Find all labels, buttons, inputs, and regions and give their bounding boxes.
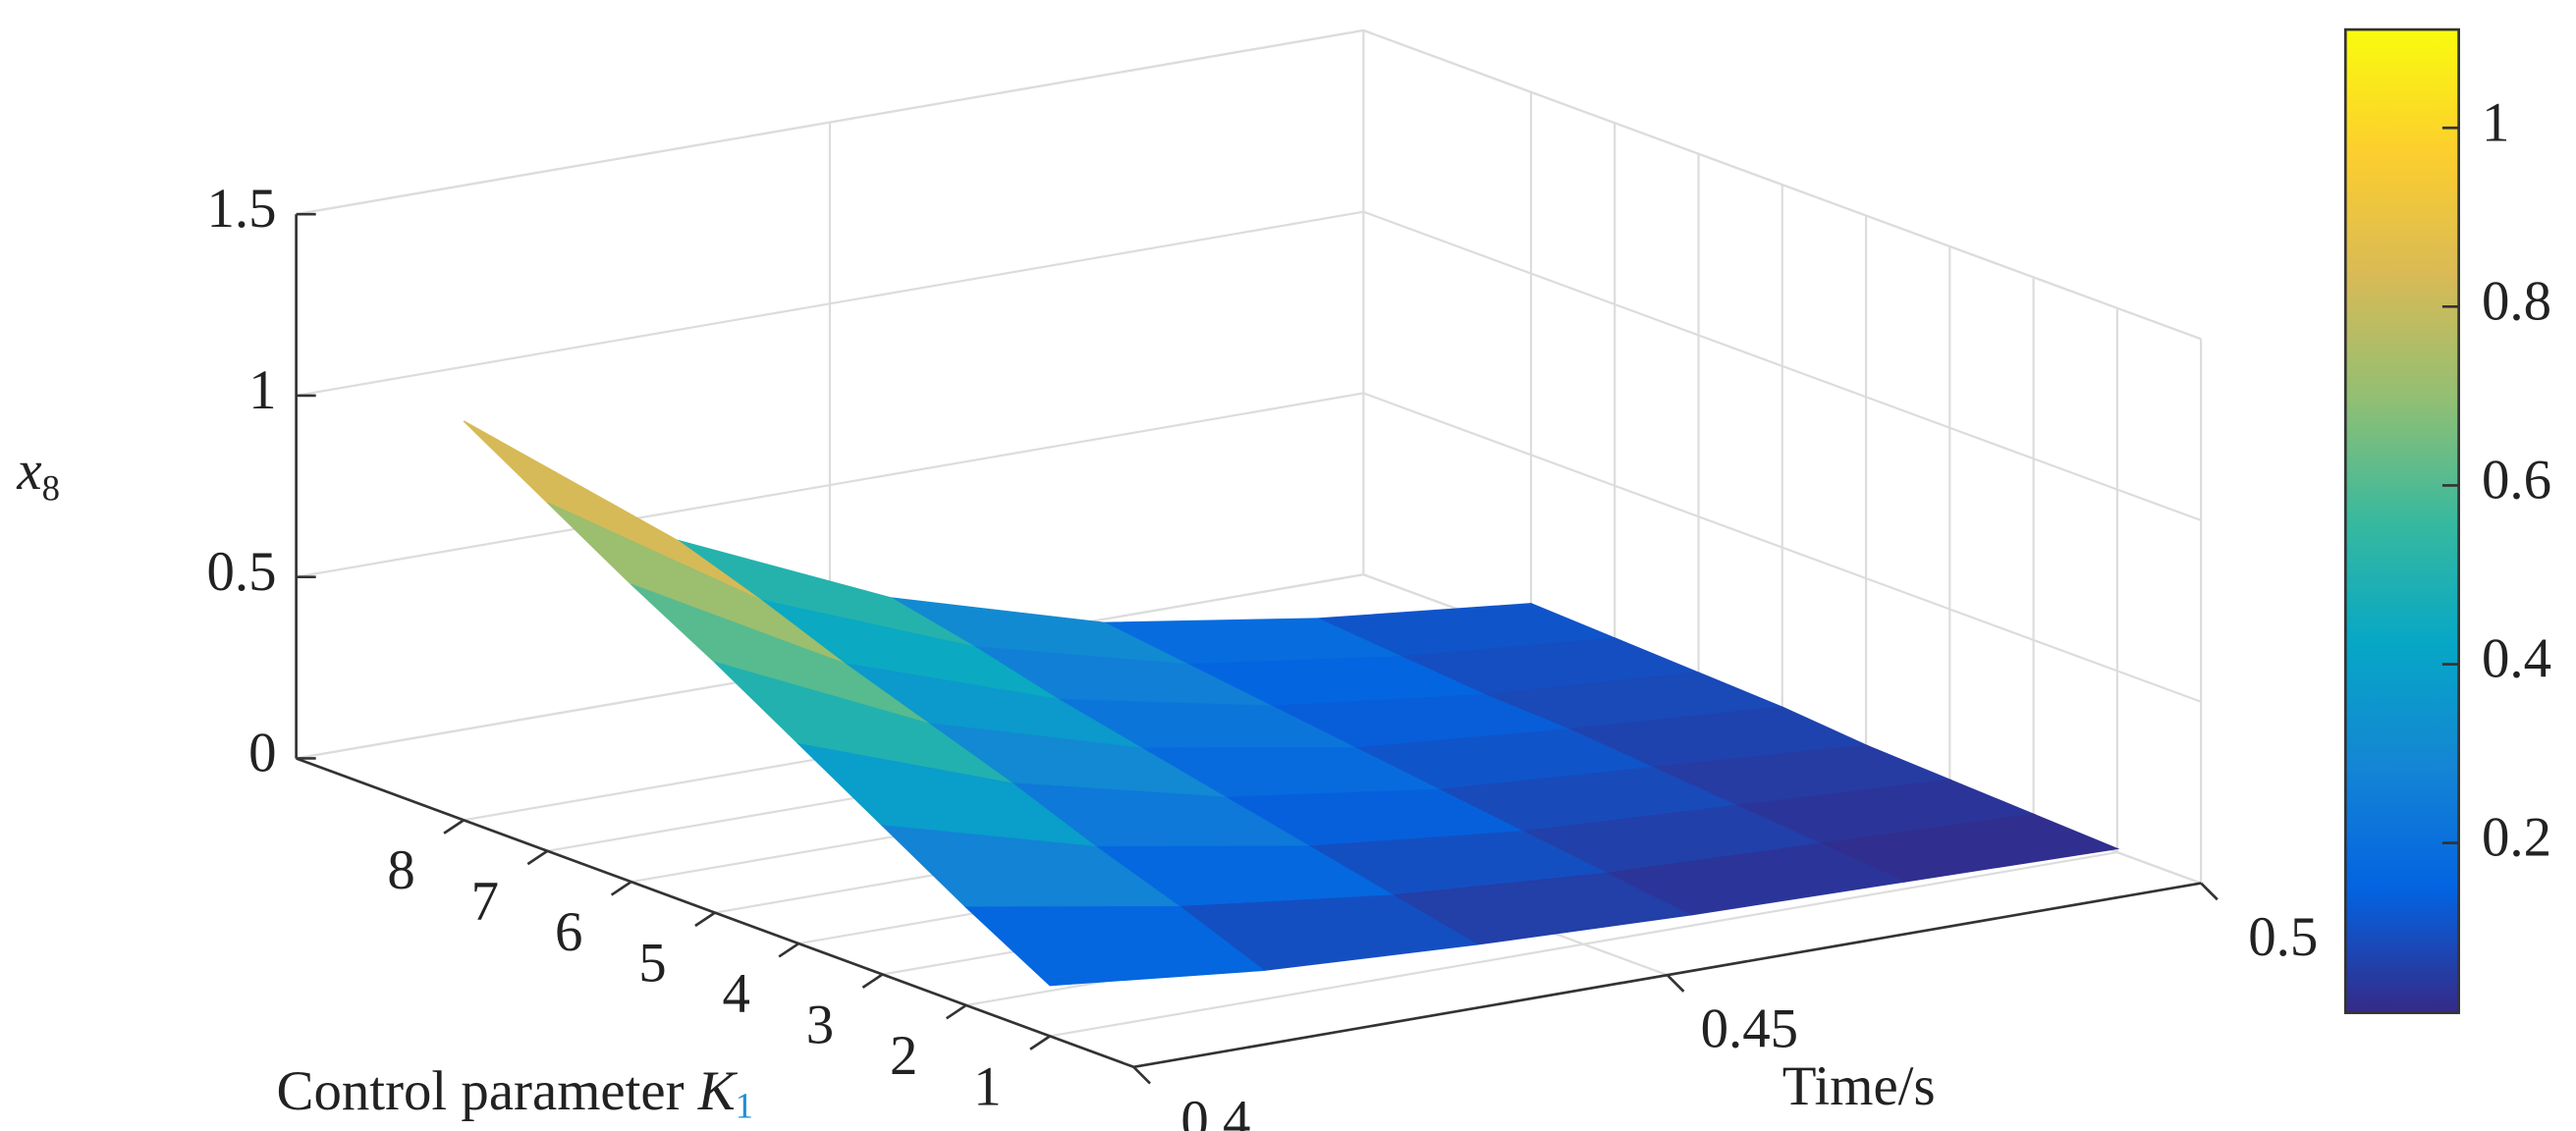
y-tick bbox=[2200, 882, 2219, 901]
colorbar-tick-label: 0.6 bbox=[2482, 449, 2551, 511]
colorbar-tick-label: 0.4 bbox=[2482, 628, 2551, 690]
x-tick-label: 5 bbox=[638, 933, 666, 995]
z-axis-label: x8 bbox=[16, 440, 60, 509]
colorbar-tick-label: 1 bbox=[2482, 91, 2509, 153]
x-tick-label: 7 bbox=[471, 871, 499, 933]
x-tick bbox=[945, 1003, 967, 1020]
x-tick bbox=[526, 849, 549, 866]
z-axis-label-var: x bbox=[16, 440, 41, 502]
x-tick-label: 8 bbox=[387, 839, 414, 901]
y-axis-label: Time/s bbox=[1782, 1055, 1936, 1117]
surface bbox=[463, 420, 2120, 987]
colorbar bbox=[2343, 27, 2460, 1014]
x-tick bbox=[1029, 1035, 1051, 1050]
x-axis-label-sub: 1 bbox=[736, 1086, 753, 1126]
x-tick bbox=[610, 881, 632, 896]
y-tick-label: 0.5 bbox=[2248, 906, 2318, 968]
z-axis-label-sub: 8 bbox=[42, 468, 60, 509]
z-tick-label: 0 bbox=[248, 723, 276, 784]
x-tick bbox=[443, 819, 465, 835]
axis-line bbox=[1133, 882, 2202, 1069]
x-axis-label-var: K bbox=[697, 1060, 739, 1122]
z-tick-label: 0.5 bbox=[207, 541, 277, 603]
x-tick-label: 1 bbox=[973, 1055, 1001, 1117]
surface-patch bbox=[463, 420, 762, 601]
x-tick-label: 2 bbox=[890, 1025, 917, 1087]
x-axis-label: Control parameter K1 bbox=[277, 1060, 754, 1126]
z-tick-label: 1.5 bbox=[207, 178, 277, 240]
colorbar-tick-label: 0.8 bbox=[2482, 270, 2551, 332]
x-tick bbox=[694, 911, 716, 928]
colorbar-tick-label: 0.2 bbox=[2482, 807, 2551, 869]
x-tick-label: 3 bbox=[806, 994, 834, 1055]
y-tick-label: 0.4 bbox=[1180, 1090, 1250, 1131]
y-tick bbox=[1132, 1065, 1151, 1085]
y-tick bbox=[1666, 974, 1685, 993]
x-tick-label: 6 bbox=[555, 901, 582, 963]
x-tick bbox=[861, 973, 884, 989]
z-tick-label: 1 bbox=[248, 359, 276, 421]
x-axis-label-text: Control parameter bbox=[277, 1060, 698, 1122]
surface-patch bbox=[964, 905, 1266, 987]
x-tick-label: 4 bbox=[723, 963, 750, 1025]
y-tick-label: 0.45 bbox=[1701, 997, 1798, 1059]
x-tick bbox=[778, 942, 799, 958]
axis-line bbox=[296, 757, 1134, 1069]
